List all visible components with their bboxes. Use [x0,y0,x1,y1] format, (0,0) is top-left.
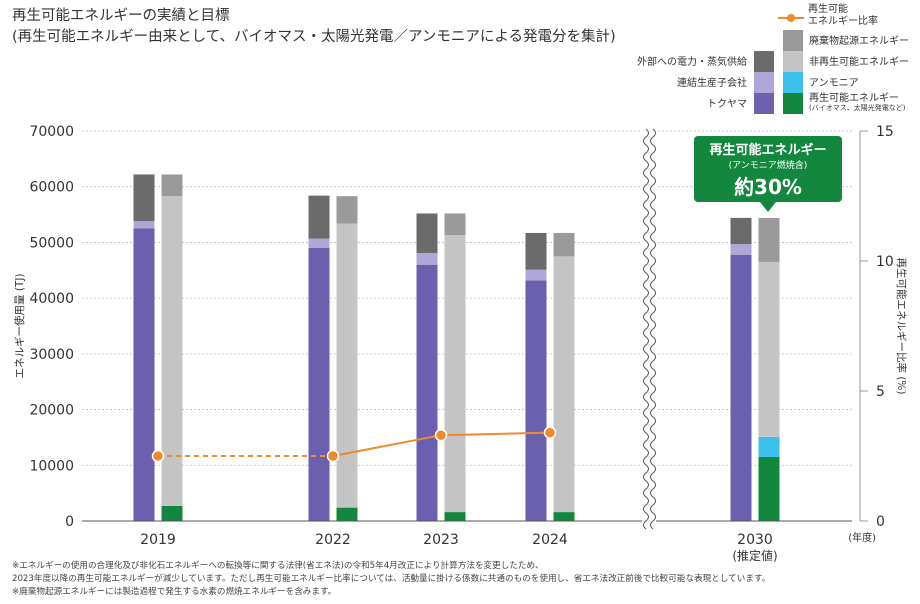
y-tick-label: 10000 [29,458,74,474]
bar-segment [161,174,183,197]
legend-renewable: 再生可能エネルギー [809,93,899,104]
chart-title-line1: 再生可能エネルギーの実績と目標 [12,8,230,24]
legend-swatch-nonrenewable [783,51,803,72]
bar-segment [553,256,575,513]
bar-segment [444,512,466,521]
ratio-line-legend-icon [778,14,804,22]
bar-segment [308,195,330,239]
bar-segment [758,261,780,437]
legend-swatch-toyota [754,93,774,114]
callout: 再生可能エネルギー (アンモニア燃焼含) 約30% [694,136,842,212]
footnote-1: ※エネルギーの使用の合理化及び非化石エネルギーへの転換等に関する法律(省エネ法)… [12,561,544,571]
ratio-line-segment [440,431,551,437]
bar-segment [161,196,183,506]
callout-pointer [760,202,776,212]
ratio-point [543,426,557,439]
y-tick-label: 40000 [29,291,74,307]
footnote-3: ※廃棄物起源エネルギーには製造過程で発生する水素の燃焼エネルギーを含みます。 [12,587,337,597]
y2-tick-label: 0 [876,514,885,530]
bars [133,174,780,521]
y-tick-label: 70000 [29,124,74,140]
bar-segment [133,221,155,229]
x-tick-sublabel: (推定値) [732,548,777,563]
bar-segment [336,223,358,508]
x-unit-label: (年度) [848,531,876,544]
legend-ammonia: アンモニア [809,78,859,89]
chart-title: 再生可能エネルギーの実績と目標 (再生可能エネルギー由来として、バイオマス・太陽… [12,6,616,48]
legend-renewable-sub: (バイオマス、太陽光発電など) [809,104,906,112]
bar-segment [553,232,575,257]
bar-segment [416,264,438,521]
legend-ratio-label-1: 再生可能 [808,4,848,15]
y2-tick-label: 10 [876,254,894,270]
legend-ratio-label-2: エネルギー比率 [808,16,878,27]
bar-segment [758,217,780,262]
bar-segment [336,196,358,224]
legend-swatch-waste [783,30,803,51]
legend-swatch-ammonia [783,72,803,93]
legend-nonrenewable: 非再生可能エネルギー [809,57,909,68]
y-tick-label: 20000 [29,403,74,419]
ratio-line-segment [332,434,442,457]
callout-line1: 再生可能エネルギー [709,142,826,158]
grid-lines [82,130,852,466]
legend-external: 外部への電力・蒸気供給 [637,57,747,68]
bar-segment [730,244,752,255]
legend-swatch-subsidiaries [754,72,774,93]
y-axis-label: エネルギー使用量 (TJ) [13,273,26,378]
ratio-point [434,428,448,442]
bar-segment [758,456,780,521]
x-tick-label: 2030 [737,532,773,548]
y2-tick-label: 5 [876,384,885,400]
bar-segment [730,217,752,245]
bar-segment [553,512,575,521]
bar-segment [308,248,330,521]
legend-swatch-renewable [783,93,803,114]
ratio-point [151,449,165,463]
ratio-line [151,426,557,463]
y-tick-label: 50000 [29,235,74,251]
y-tick-label: 30000 [29,347,74,363]
bar-segment [133,174,155,222]
y2-axis-label: 再生可能エネルギー比率 (%) [895,257,908,394]
callout-line2: (アンモニア燃焼含) [729,159,808,171]
bar-segment [758,436,780,457]
y-tick-label: 60000 [29,180,74,196]
legend-waste: 廃棄物起源エネルギー [809,36,909,47]
chart-title-line2: (再生可能エネルギー由来として、バイオマス・太陽光発電／アンモニアによる発電分を… [12,29,616,45]
bar-segment [444,235,466,513]
legend-subsidiaries: 連結生産子会社 [677,78,747,89]
bar-segment [308,238,330,248]
x-tick-label: 2019 [140,532,176,548]
bar-segment [336,507,358,521]
callout-box [694,136,842,202]
callout-line3: 約30% [734,175,802,199]
bar-segment [525,269,547,281]
ratio-point [326,449,340,463]
legend-swatch-external [754,51,774,72]
bar-segment [416,213,438,254]
bar-segment [161,505,183,521]
footnote-2: 2023年度以降の再生可能エネルギーが減少しています。ただし再生可能エネルギー比… [12,574,771,584]
axis-break-line [643,128,649,530]
y-tick-label: 0 [65,514,74,530]
axis-break-line [650,128,656,530]
x-tick-label: 2024 [532,532,568,548]
x-tick-label: 2022 [315,532,351,548]
axes: 0 10000 20000 30000 40000 50000 60000 70000 0 5 10… [29,124,893,563]
bar-segment [416,253,438,265]
y2-tick-label: 15 [876,124,894,140]
bar-segment [444,213,466,236]
bar-segment [525,232,547,270]
legend-toyota: トクヤマ [707,99,747,110]
bar-segment [730,254,752,521]
bar-segment [133,228,155,521]
bar-segment [525,280,547,521]
x-tick-label: 2023 [423,532,459,548]
